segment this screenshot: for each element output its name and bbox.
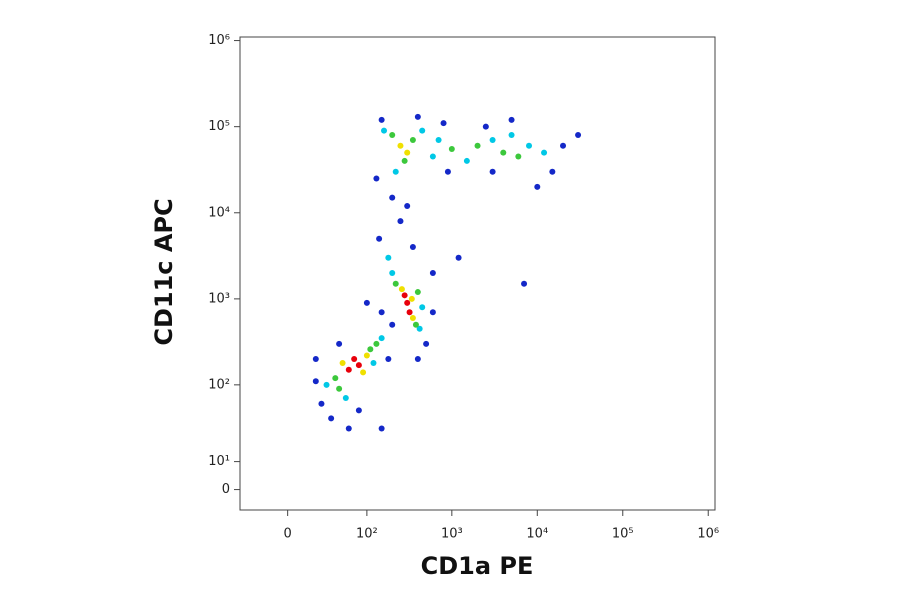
event-point <box>560 142 567 149</box>
event-point <box>370 359 377 366</box>
event-point <box>429 309 436 316</box>
event-point <box>378 335 385 342</box>
event-point <box>408 295 415 302</box>
event-point <box>373 175 380 182</box>
x-tick-label: 10³ <box>441 527 463 542</box>
event-point <box>336 385 343 392</box>
event-point <box>440 120 447 127</box>
event-point <box>318 400 325 407</box>
event-point <box>351 356 358 363</box>
event-point <box>575 132 582 139</box>
event-point <box>414 289 421 296</box>
event-point <box>378 425 385 432</box>
event-point <box>336 340 343 347</box>
event-point <box>534 183 541 190</box>
event-point <box>455 254 462 261</box>
event-point <box>423 340 430 347</box>
event-point <box>474 142 481 149</box>
event-point <box>389 194 396 201</box>
event-point <box>397 142 404 149</box>
event-point <box>360 369 367 376</box>
event-point <box>389 132 396 139</box>
event-point <box>549 168 556 175</box>
event-point <box>414 356 421 363</box>
event-point <box>482 123 489 130</box>
event-point <box>404 149 411 156</box>
event-point <box>373 340 380 347</box>
x-tick-label: 10⁶ <box>697 527 719 542</box>
event-point <box>392 280 399 287</box>
event-point <box>378 116 385 123</box>
event-point <box>508 116 515 123</box>
event-point <box>385 356 392 363</box>
y-axis-title: CD11c APC <box>150 198 178 345</box>
y-tick-label: 10¹ <box>208 454 230 469</box>
event-point <box>345 366 352 373</box>
y-tick-label: 10³ <box>208 291 230 306</box>
event-point <box>515 153 522 160</box>
x-tick-label: 10² <box>356 527 378 542</box>
event-point <box>489 168 496 175</box>
event-point <box>389 321 396 328</box>
x-tick-label: 0 <box>284 527 292 542</box>
event-point <box>363 299 370 306</box>
event-point <box>435 137 442 144</box>
y-tick-label: 0 <box>222 482 230 497</box>
event-point <box>412 321 419 328</box>
event-point <box>429 269 436 276</box>
event-point <box>385 254 392 261</box>
event-point <box>419 127 426 134</box>
event-point <box>444 168 451 175</box>
x-axis-title: CD1a PE <box>421 552 534 580</box>
event-point <box>342 395 349 402</box>
event-point <box>409 314 416 321</box>
event-point <box>448 146 455 153</box>
event-point <box>392 168 399 175</box>
event-point <box>401 157 408 164</box>
y-tick-label: 10⁴ <box>208 205 230 220</box>
event-point <box>367 346 374 353</box>
event-point <box>345 425 352 432</box>
event-point <box>381 127 388 134</box>
event-point <box>489 137 496 144</box>
event-point <box>363 352 370 359</box>
event-point <box>409 244 416 251</box>
event-point <box>328 415 335 422</box>
y-tick-label: 10⁶ <box>208 33 230 48</box>
event-point <box>398 286 405 293</box>
event-point <box>406 309 413 316</box>
x-tick-label: 10⁴ <box>526 527 548 542</box>
event-point <box>404 299 411 306</box>
event-point <box>312 356 319 363</box>
event-point <box>541 149 548 156</box>
event-point <box>355 407 362 414</box>
event-point <box>409 137 416 144</box>
event-point <box>404 202 411 209</box>
event-point <box>416 325 423 332</box>
y-tick-label: 10² <box>208 377 230 392</box>
event-point <box>521 280 528 287</box>
event-point <box>500 149 507 156</box>
event-point <box>526 142 533 149</box>
event-point <box>508 132 515 139</box>
event-point <box>355 362 362 369</box>
event-point <box>463 157 470 164</box>
event-point <box>401 292 408 299</box>
event-point <box>323 381 330 388</box>
event-point <box>312 378 319 385</box>
event-point <box>389 269 396 276</box>
event-point <box>339 359 346 366</box>
event-point <box>429 153 436 160</box>
x-tick-label: 10⁵ <box>612 527 634 542</box>
y-tick-label: 10⁵ <box>208 119 230 134</box>
event-point <box>378 309 385 316</box>
event-point <box>414 113 421 120</box>
event-point <box>376 235 383 242</box>
event-point <box>419 304 426 311</box>
event-point <box>332 375 339 382</box>
plot-frame <box>239 36 716 511</box>
event-point <box>397 218 404 225</box>
